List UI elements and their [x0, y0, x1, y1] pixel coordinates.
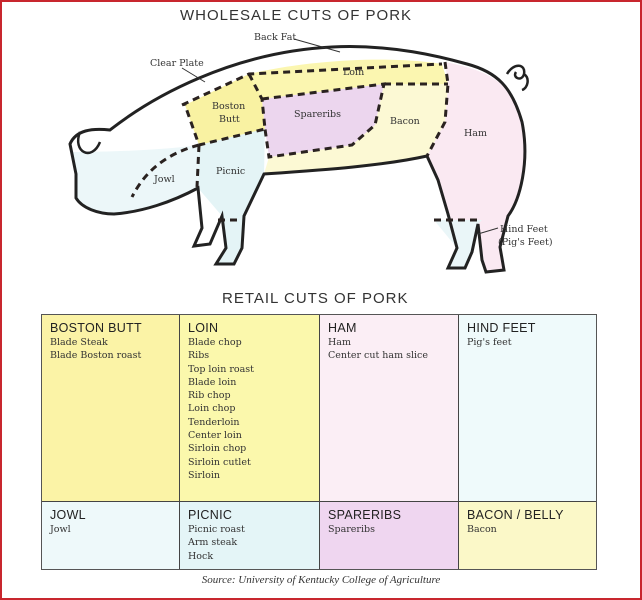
- pointer-lines: [181, 38, 499, 235]
- cut-item: Arm steak: [188, 537, 238, 549]
- retail-cell-hind-feet: HIND FEET Pig's feet: [459, 315, 596, 502]
- cell-heading: HAM: [328, 321, 357, 335]
- label-boston-butt-1: Boston: [212, 101, 245, 112]
- cut-item: Picnic roast: [188, 524, 245, 535]
- pig-outline: [68, 45, 527, 274]
- retail-cell-boston-butt: BOSTON BUTT Blade Steak Blade Boston roast: [42, 315, 180, 502]
- cut-item: Rib chop: [188, 390, 231, 402]
- label-hind-feet-1: Hind Feet: [500, 224, 548, 235]
- wholesale-title: WHOLESALE CUTS OF PORK: [180, 7, 413, 24]
- cut-item: Bacon: [467, 524, 497, 535]
- cut-item: Blade chop: [188, 337, 242, 348]
- label-back-fat: Back Fat: [254, 32, 296, 43]
- label-bacon: Bacon: [390, 116, 420, 127]
- cut-lines: [130, 61, 482, 222]
- cut-item: Blade Steak: [50, 337, 108, 348]
- cell-heading: BACON / BELLY: [467, 508, 564, 522]
- pig-diagram: Back Fat Clear Plate Loin Boston Butt Spareri…: [68, 32, 553, 274]
- label-spareribs: Spareribs: [294, 109, 341, 120]
- region-picnic: [198, 129, 265, 264]
- label-ham: Ham: [464, 128, 487, 139]
- retail-title: RETAIL CUTS OF PORK: [222, 290, 409, 307]
- tail: [505, 64, 529, 92]
- cell-heading: HIND FEET: [467, 321, 536, 335]
- cut-item: Pig's feet: [467, 337, 512, 348]
- cut-item: Jowl: [50, 524, 71, 535]
- retail-cell-spareribs: SPARERIBS Spareribs: [320, 502, 459, 569]
- region-spareribs: [262, 84, 384, 157]
- cell-heading: PICNIC: [188, 508, 233, 522]
- region-loin: [249, 59, 448, 99]
- retail-cell-loin: LOIN Blade chop Ribs Top loin roast Blade lo…: [180, 315, 320, 502]
- cut-item: Sirloin chop: [188, 443, 247, 455]
- cut-item: Loin chop: [188, 403, 236, 415]
- cut-item: Blade loin: [188, 376, 237, 388]
- retail-cell-ham: HAM Ham Center cut ham slice: [320, 315, 459, 502]
- label-clear-plate: Clear Plate: [150, 58, 204, 69]
- label-hind-feet-2: (Pig's Feet): [498, 237, 553, 248]
- region-bacon: [264, 84, 448, 174]
- cut-item: Hock: [188, 550, 214, 562]
- region-jowl: [72, 145, 199, 214]
- cut-item: Top loin roast: [188, 363, 254, 375]
- retail-cell-bacon-belly: BACON / BELLY Bacon: [459, 502, 596, 569]
- label-jowl: Jowl: [153, 174, 175, 185]
- cut-item: Sirloin cutlet: [188, 456, 251, 468]
- ear: [77, 131, 102, 154]
- cut-item: Ribs: [188, 350, 210, 362]
- cut-item: Tenderloin: [188, 416, 240, 428]
- cell-heading: LOIN: [188, 321, 219, 335]
- source-note: Source: University of Kentucky College o…: [201, 574, 441, 586]
- label-boston-butt-2: Butt: [219, 114, 240, 125]
- cut-item: Center cut ham slice: [328, 350, 428, 362]
- label-loin: Loin: [343, 67, 364, 78]
- label-picnic: Picnic: [216, 166, 245, 177]
- cut-item: Center loin: [188, 430, 242, 442]
- cell-heading: BOSTON BUTT: [50, 321, 142, 335]
- cut-item: Spareribs: [328, 524, 375, 535]
- retail-cell-picnic: PICNIC Picnic roast Arm steak Hock: [180, 502, 320, 569]
- cell-heading: SPARERIBS: [328, 508, 402, 522]
- retail-cuts-table: BOSTON BUTT Blade Steak Blade Boston roast…: [41, 314, 597, 570]
- retail-cell-jowl: JOWL Jowl: [42, 502, 180, 569]
- cell-heading: JOWL: [50, 508, 86, 522]
- cut-item: Sirloin: [188, 469, 221, 481]
- cut-item: Ham: [328, 337, 351, 348]
- region-boston-butt: [185, 74, 265, 145]
- cut-item: Blade Boston roast: [50, 350, 142, 362]
